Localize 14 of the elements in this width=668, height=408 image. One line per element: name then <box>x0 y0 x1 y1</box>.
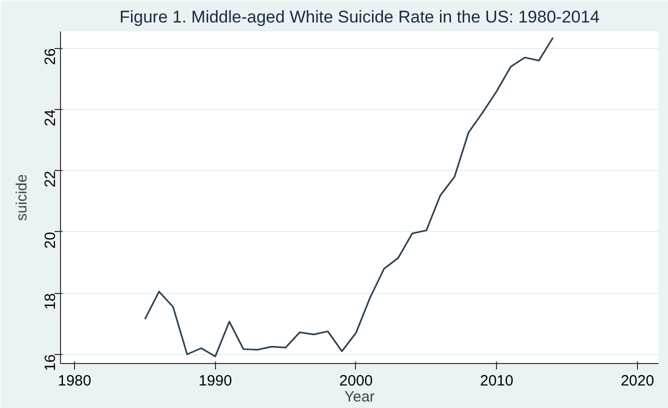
x-tick-label: 1980 <box>58 372 92 390</box>
y-tick-label: 26 <box>42 48 59 66</box>
y-tick-label: 16 <box>42 354 59 372</box>
y-tick-label: 22 <box>42 170 59 188</box>
x-tick-label: 2000 <box>339 372 373 390</box>
x-axis-title: Year <box>344 388 375 406</box>
chart-title: Figure 1. Middle-aged White Suicide Rate in the US: 1980-2014 <box>119 8 600 26</box>
x-tick-label: 1990 <box>198 372 232 390</box>
x-tick-label: 2020 <box>620 372 654 390</box>
y-tick-label: 20 <box>42 232 59 249</box>
y-tick-label: 18 <box>42 293 59 310</box>
y-tick-label: 24 <box>42 110 59 126</box>
y-axis-title: suicide <box>14 174 30 221</box>
x-tick-label: 2010 <box>480 372 514 390</box>
